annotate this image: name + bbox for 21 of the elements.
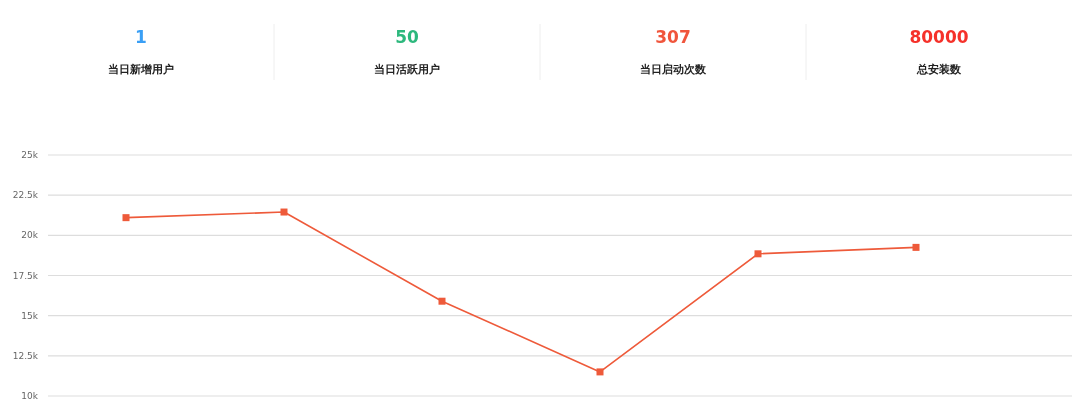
y-tick-label: 12.5k: [12, 350, 39, 361]
data-label: 80000: [909, 27, 969, 47]
point: [912, 243, 920, 251]
data-label: 50: [395, 27, 419, 47]
category-label: 总安装数: [916, 63, 962, 76]
y-tick-label: 10k: [21, 391, 39, 402]
point: [280, 208, 288, 216]
category-label: 当日新增用户: [108, 63, 174, 76]
data-label: 307: [655, 27, 691, 47]
point: [438, 297, 446, 305]
y-tick-label: 15k: [21, 310, 39, 321]
category-label: 当日启动次数: [640, 63, 707, 76]
category-label: 当日活跃用户: [374, 63, 440, 76]
y-tick-label: 22.5k: [12, 190, 39, 201]
point: [122, 214, 130, 222]
point: [754, 250, 762, 258]
y-tick-label: 20k: [21, 230, 39, 241]
y-tick-label: 25k: [21, 150, 39, 161]
y-tick-label: 17.5k: [12, 270, 39, 281]
data-label: 1: [135, 27, 147, 47]
point: [596, 368, 604, 376]
